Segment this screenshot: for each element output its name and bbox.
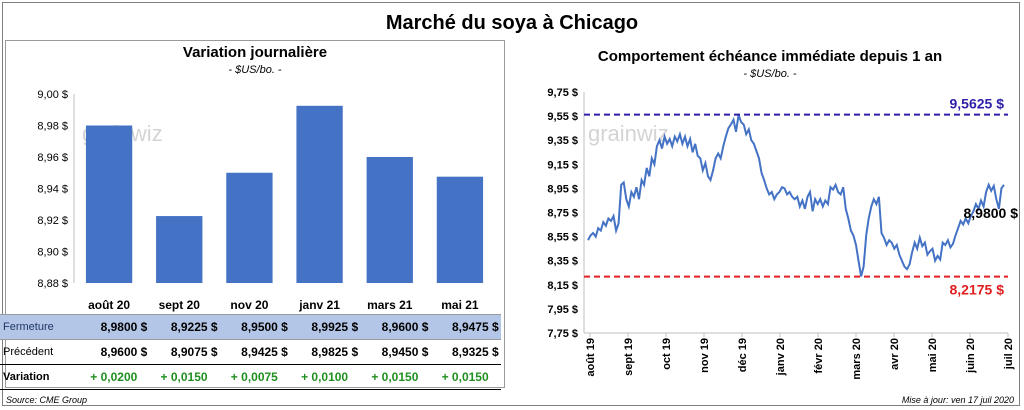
bar-x-tick: mars 21 [367,298,413,312]
table-cell: 8,9825 $ [311,345,359,359]
high-reference-label: 9,5625 $ [950,96,1005,112]
bar [156,216,203,283]
update-note: Mise à jour: ven 17 juil 2020 [901,395,1014,405]
line-x-tick: févr 20 [813,338,825,373]
right-watermark: grainwiz [588,121,669,146]
table-cell: 8,9450 $ [381,345,429,359]
line-x-tick: nov 19 [699,338,711,373]
line-x-tick: oct 19 [661,338,673,370]
line-x-tick: juil 20 [1003,338,1015,370]
price-series-line [587,114,1005,277]
bar-y-tick: 8,98 $ [37,121,68,133]
table-row: Précédent 8,9600 $ 8,9075 $ 8,9425 $ 8,9825 … [0,340,501,365]
bar-y-tick: 8,94 $ [37,184,68,196]
table-cell: 8,9075 $ [170,345,218,359]
table-cell: + 0,0150 [149,364,220,390]
line-y-tick: 9,55 $ [547,111,578,123]
line-y-tick: 7,95 $ [547,304,578,316]
bar-y-tick: 8,92 $ [37,215,68,227]
table-cell: + 0,0200 [79,364,150,390]
bar-x-tick: mai 21 [441,298,479,312]
table-cell: 8,9925 $ [290,314,361,340]
prices-table: Fermeture 8,9800 $8,9225 $8,9500 $8,9925 … [0,314,501,390]
bar [366,157,413,283]
table-cell: 8,9600 $ [360,314,431,340]
row-label: Précédent [3,346,54,358]
line-x-tick: déc 19 [737,338,749,372]
table-row: Fermeture 8,9800 $8,9225 $8,9500 $8,9925 … [0,314,501,340]
bar-y-tick: 9,00 $ [37,89,68,101]
line-y-tick: 8,55 $ [547,232,578,244]
row-label: Variation [0,364,80,390]
chart-frame [2,2,1020,406]
line-x-tick: avr 20 [889,338,901,370]
left-chart-title: Variation journalière [182,44,328,61]
bar [436,176,484,283]
line-x-tick: juin 20 [965,338,977,374]
table-cell: 8,9475 $ [430,314,501,340]
table-cell: 8,9425 $ [241,345,288,359]
right-chart-unit: - $US/bo. - [743,68,797,80]
bar-x-tick: sept 20 [159,298,201,312]
table-cell: 8,9800 $ [79,314,150,340]
table-cell: + 0,0075 [219,364,291,390]
last-value-label: 8,9800 $ [964,205,1019,221]
row-label: Fermeture [0,314,80,340]
bar-y-tick: 8,88 $ [37,278,68,290]
bar-x-tick: nov 20 [230,298,268,312]
page-title: Marché du soya à Chicago [385,12,639,34]
table-row: Variation + 0,0200 + 0,0150 + 0,0075 + 0,010… [0,364,501,390]
bar-x-tick: janv 21 [298,298,340,312]
table-cell: 8,9500 $ [219,314,291,340]
line-x-tick: sept 19 [623,338,635,376]
line-x-tick: mai 20 [927,338,939,372]
line-y-tick: 9,75 $ [547,87,578,99]
table-cell: 8,9225 $ [149,314,220,340]
line-y-tick: 8,75 $ [547,208,578,220]
bar-y-tick: 8,96 $ [37,152,68,164]
bar [226,172,273,283]
table-cell: + 0,0150 [360,364,431,390]
left-chart-unit: - $US/bo. - [228,64,282,76]
line-x-tick: mars 20 [851,338,863,380]
line-y-tick: 8,95 $ [547,183,578,195]
line-y-tick: 8,35 $ [547,256,578,268]
table-cell: 8,9325 $ [451,345,499,359]
table-cell: + 0,0150 [430,364,501,390]
line-x-tick: août 19 [585,338,597,377]
table-cell: 8,9600 $ [100,345,148,359]
line-y-tick: 7,75 $ [547,328,578,340]
line-y-tick: 8,15 $ [547,280,578,292]
bar-y-tick: 8,90 $ [37,247,68,259]
line-chart: grainwiz 7,75 $ 7,95 $ 8,15 $ 8,35 $ 8,55 $ 8… [547,87,1019,380]
bar-x-tick: août 20 [88,298,130,312]
line-y-tick: 9,35 $ [547,135,578,147]
table-cell: + 0,0100 [290,364,361,390]
low-reference-label: 8,2175 $ [950,282,1005,298]
bar [85,125,133,283]
source-note: Source: CME Group [6,395,88,405]
right-chart-title: Comportement échéance immédiate depuis 1… [597,48,943,65]
bar-chart: grainwiz 8,88 $8,90 $8,92 $8,94 $8,96 $8… [37,89,484,312]
line-x-tick: janv 20 [775,338,787,376]
line-y-tick: 9,15 $ [547,159,578,171]
bar [296,105,343,283]
